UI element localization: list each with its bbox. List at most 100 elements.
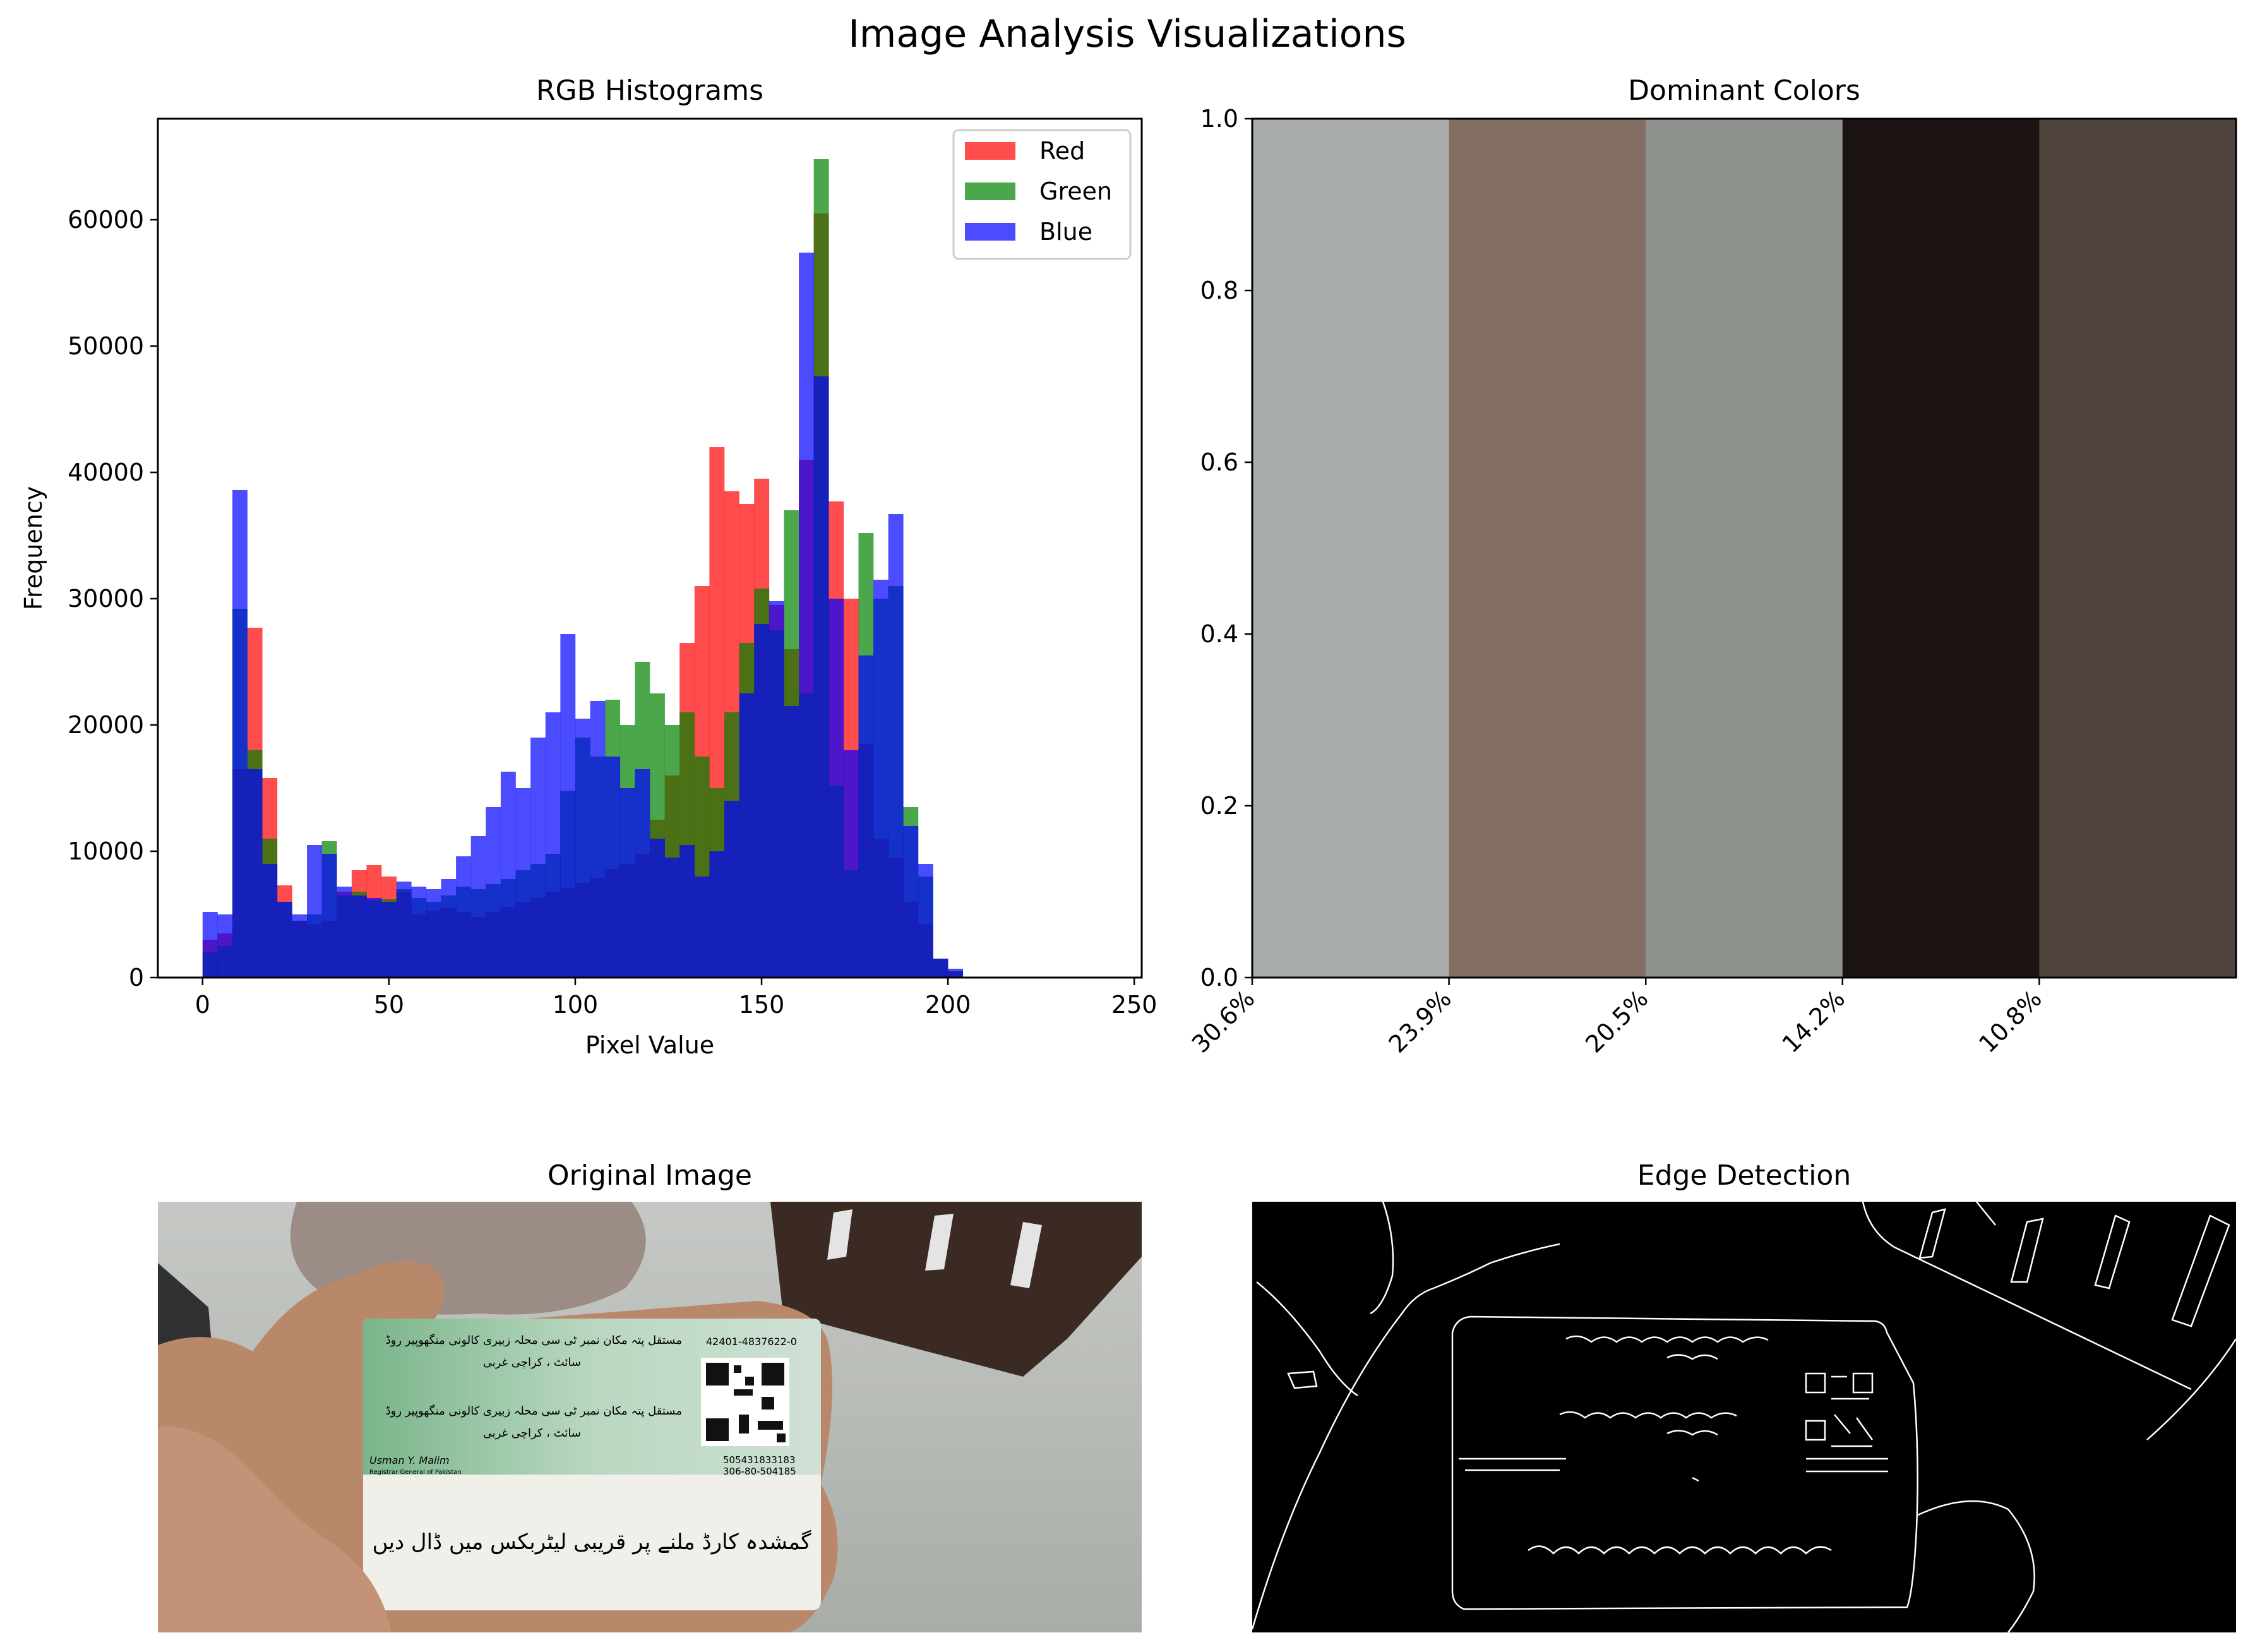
- legend-label-red: Red: [1039, 137, 1085, 165]
- histogram-bar-blue: [500, 772, 516, 978]
- edge-lines: [1251, 1201, 2237, 1633]
- figure-title: Image Analysis Visualizations: [848, 12, 1406, 56]
- x-tick-label: 150: [739, 991, 785, 1019]
- histogram-bar-blue: [486, 807, 501, 978]
- histogram-bar-blue: [560, 634, 576, 978]
- edge-detection-panel: Edge Detection: [1251, 1159, 2237, 1633]
- card-address-line1: مستقل پتہ مکان نمبر ٹی سی محلہ زبیری کال…: [386, 1333, 682, 1347]
- card-id-number: 42401-4837622-0: [706, 1336, 797, 1348]
- card-signatory-title: Registrar General of Pakistan: [369, 1469, 462, 1476]
- histogram-bar-blue: [426, 889, 441, 978]
- dominant-color-bar: [1449, 119, 1646, 978]
- histogram-x-label: Pixel Value: [585, 1031, 714, 1059]
- dominant-color-percent-label: 23.9%: [1383, 985, 1456, 1058]
- x-tick-label: 100: [553, 991, 599, 1019]
- legend-swatch-red: [965, 142, 1015, 160]
- dominant-color-bar: [1646, 119, 1843, 978]
- histogram-bar-blue: [307, 845, 322, 978]
- histogram-bar-blue: [202, 912, 218, 978]
- histogram-bar-blue: [396, 882, 412, 978]
- histogram-bar-blue: [262, 864, 278, 978]
- histogram-bar-blue: [918, 864, 933, 978]
- histogram-bar-blue: [799, 253, 814, 978]
- card-serial-1: 505431833183: [723, 1454, 796, 1466]
- legend-swatch-green: [965, 183, 1015, 200]
- histogram-bar-blue: [337, 887, 352, 978]
- histogram-bar-blue: [247, 769, 263, 978]
- x-tick-label: 0: [195, 991, 210, 1019]
- card-signatory-name: Usman Y. Malim: [369, 1454, 450, 1466]
- histogram-bar-blue: [277, 902, 292, 978]
- legend-swatch-blue: [965, 223, 1015, 241]
- histogram-legend: Red Green Blue: [952, 129, 1132, 260]
- card-address-line4: سائٹ ، کراچی غربی: [483, 1427, 581, 1440]
- dominant-colors-title: Dominant Colors: [1628, 75, 1860, 107]
- histogram-bar-blue: [843, 750, 859, 978]
- histogram-bar-blue: [381, 902, 397, 978]
- histogram-bar-blue: [351, 895, 367, 978]
- histogram-bar-blue: [635, 769, 650, 978]
- histogram-bar-blue: [321, 854, 337, 978]
- histogram-bar-blue: [441, 879, 457, 978]
- y-tick-label: 0.4: [1200, 620, 1238, 648]
- histogram-bar-blue: [903, 826, 919, 978]
- histogram-bar-blue: [217, 914, 233, 978]
- dominant-color-percent-label: 20.5%: [1580, 985, 1653, 1058]
- x-tick-label: 50: [374, 991, 404, 1019]
- histogram-title: RGB Histograms: [536, 75, 763, 107]
- histogram-bar-blue: [724, 801, 739, 978]
- histogram-x-ticks: 0 50 100 150 200 250: [195, 978, 1157, 1019]
- histogram-bar-blue: [739, 693, 755, 978]
- card-urdu-note: گمشدہ کارڈ ملنے پر قریبی لیٹربکس میں ڈال…: [373, 1529, 812, 1555]
- histogram-bar-blue: [590, 701, 606, 978]
- y-tick-label: 10000: [68, 837, 144, 865]
- histogram-bar-blue: [813, 376, 829, 978]
- dominant-color-bar: [1842, 119, 2040, 978]
- original-image-title: Original Image: [547, 1159, 752, 1192]
- histogram-bar-blue: [888, 514, 904, 978]
- x-tick-label: 250: [1111, 991, 1157, 1019]
- dominant-colors-y-ticks: 0.0 0.2 0.4 0.6 0.8 1.0: [1200, 105, 1252, 991]
- histogram-bar-blue: [694, 877, 710, 978]
- histogram-bar-blue: [232, 490, 248, 978]
- edge-image: [1252, 1202, 2236, 1632]
- histogram-bar-blue: [858, 655, 874, 978]
- histogram-bar-blue: [456, 856, 472, 978]
- histogram-bar-blue: [754, 624, 770, 978]
- histogram-bar-blue: [515, 788, 531, 978]
- histogram-y-label: Frequency: [20, 486, 47, 610]
- y-tick-label: 1.0: [1200, 105, 1238, 133]
- histogram-bar-blue: [709, 851, 725, 978]
- dominant-color-bar: [2039, 119, 2237, 978]
- histogram-bar-blue: [933, 959, 948, 978]
- dominant-color-percent-label: 14.2%: [1777, 985, 1850, 1058]
- dominant-color-bar: [1252, 119, 1450, 978]
- histogram-bar-blue: [292, 914, 308, 978]
- card-address-line2: سائٹ ، کراچی غربی: [483, 1356, 581, 1369]
- histogram-bar-blue: [828, 599, 844, 978]
- histogram-bar-blue: [575, 719, 590, 978]
- histogram-bar-blue: [619, 788, 635, 978]
- y-tick-label: 30000: [68, 585, 144, 613]
- y-tick-label: 40000: [68, 458, 144, 486]
- histogram-bar-blue: [605, 757, 621, 978]
- y-tick-label: 50000: [68, 332, 144, 360]
- card-serial-2: 306-80-504185: [723, 1466, 796, 1477]
- legend-label-green: Green: [1039, 177, 1112, 205]
- histogram-bar-blue: [784, 706, 799, 978]
- x-tick-label: 200: [925, 991, 971, 1019]
- y-tick-label: 0.0: [1200, 964, 1238, 991]
- legend-label-blue: Blue: [1039, 218, 1092, 246]
- histogram-series-blue: [202, 253, 964, 978]
- y-tick-label: 0.6: [1200, 448, 1238, 476]
- y-tick-label: 0: [129, 964, 144, 991]
- dominant-colors-axes-frame: [1251, 117, 2237, 979]
- original-photo: 42401-4837622-0 مستقل پتہ مکان نمبر ٹی س…: [158, 1202, 1142, 1632]
- histogram-bar-blue: [545, 712, 561, 978]
- card-address-line3: مستقل پتہ مکان نمبر ٹی سی محلہ زبیری کال…: [386, 1404, 682, 1418]
- dominant-colors-x-ticks: 30.6% 23.9% 20.5% 14.2% 10.8%: [1187, 978, 2047, 1058]
- original-image-panel: Original Image: [158, 1159, 1142, 1632]
- histogram-bar-blue: [411, 887, 427, 978]
- rgb-histogram-panel: RGB Histograms 0 50 100 150 200 250 0 10000 200…: [20, 75, 1157, 1059]
